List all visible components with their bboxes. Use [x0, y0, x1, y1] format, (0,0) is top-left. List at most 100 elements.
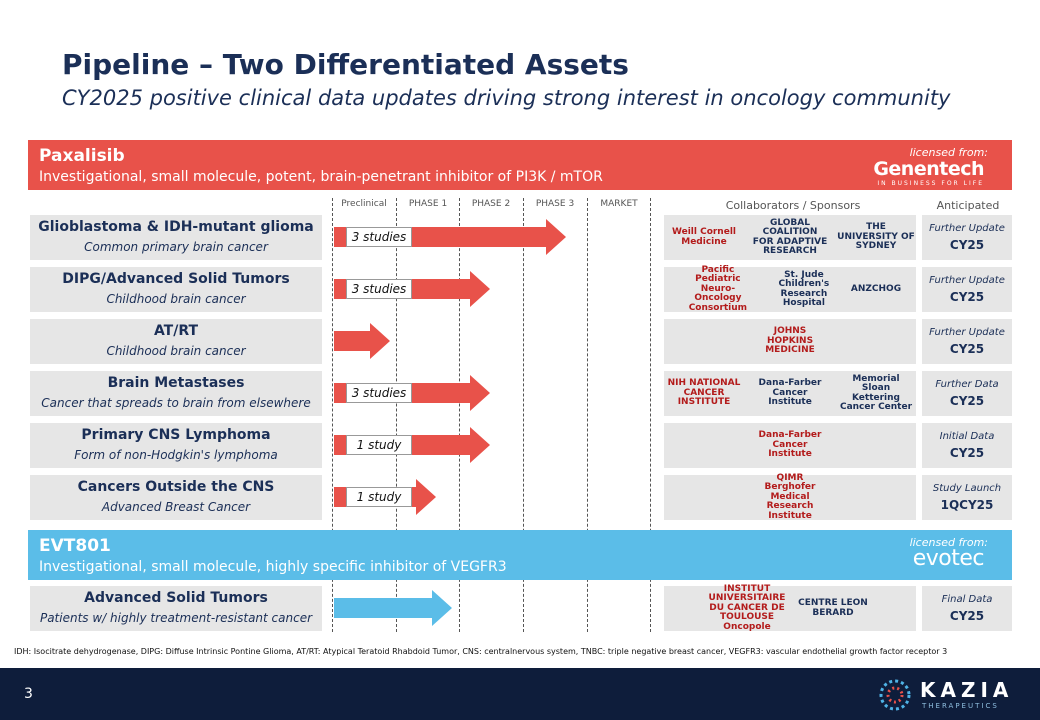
- phase-divider: [587, 198, 588, 632]
- indication-name: Cancers Outside the CNS: [77, 479, 275, 495]
- indication-subtitle: Childhood brain cancer: [106, 344, 246, 358]
- indication-subtitle: Form of non-Hodgkin's lymphoma: [74, 448, 278, 462]
- anticipated: Further Data CY25: [922, 371, 1012, 416]
- indication-name: Advanced Solid Tumors: [84, 590, 268, 606]
- anticipated-date: CY25: [949, 446, 985, 461]
- collaborator: ANZCHOG: [850, 283, 902, 294]
- indication: Glioblastoma & IDH-mutant glioma Common p…: [30, 215, 322, 260]
- collaborator: Pacific Pediatric Neuro-Oncology Consort…: [688, 264, 748, 313]
- footer: 3 KAZIA THERAPEUTICS: [0, 668, 1040, 720]
- subtitle: CY2025 positive clinical data updates dr…: [62, 86, 951, 110]
- studies-label: 1 study: [346, 487, 412, 507]
- collaborator: JOHNS HOPKINS MEDICINE: [765, 326, 815, 356]
- page-number: 3: [24, 686, 33, 702]
- licensor: evotec: [912, 546, 985, 571]
- phase-header: PHASE 1: [408, 199, 448, 209]
- collaborator: GLOBAL COALITION FOR ADAPTIVE RESEARCH: [752, 217, 828, 256]
- phase-divider: [459, 198, 460, 632]
- anticipated: Study Launch 1QCY25: [922, 475, 1012, 520]
- phase-divider: [332, 198, 333, 632]
- anticipated-label: Further Update: [929, 222, 1005, 234]
- collaborators: INSTITUT UNIVERSITAIRE DU CANCER DE TOUL…: [664, 583, 916, 632]
- indication-name: Brain Metastases: [107, 375, 245, 391]
- collaborator: CENTRE LEON BERARD: [798, 598, 868, 618]
- anticipated: Further Update CY25: [922, 215, 1012, 260]
- studies-label: 3 studies: [346, 383, 412, 403]
- indication: AT/RT Childhood brain cancer: [30, 319, 322, 364]
- asset-name: EVT801: [39, 536, 111, 556]
- anticipated-date: CY25: [949, 394, 985, 409]
- indication-name: AT/RT: [153, 323, 199, 339]
- collaborator: Dana-Farber Cancer Institute: [758, 378, 822, 408]
- licensed-label: licensed from:: [909, 536, 988, 549]
- anticipated-label: Further Update: [929, 274, 1005, 286]
- anticipated: Final Data CY25: [922, 586, 1012, 631]
- studies-label: 3 studies: [346, 279, 412, 299]
- indication-name: Glioblastoma & IDH-mutant glioma: [38, 219, 314, 235]
- anticipated: Further Update CY25: [922, 319, 1012, 364]
- collaborators: NIH NATIONAL CANCER INSTITUTE Dana-Farber…: [664, 371, 916, 416]
- indication: Primary CNS Lymphoma Form of non-Hodgkin'…: [30, 423, 322, 468]
- phase-header: PHASE 2: [471, 199, 511, 209]
- studies-label: 3 studies: [346, 227, 412, 247]
- asset-description: Investigational, small molecule, highly …: [39, 559, 507, 575]
- phase-header: PHASE 3: [535, 199, 575, 209]
- company-tagline: THERAPEUTICS: [922, 702, 999, 710]
- title: Pipeline – Two Differentiated Assets: [62, 48, 629, 81]
- collaborator: Memorial Sloan Kettering Cancer Center: [839, 373, 913, 412]
- anticipated-label: Final Data: [941, 593, 993, 605]
- company-name: KAZIA: [920, 678, 1014, 702]
- collaborator: QIMR Berghofer Medical Research Institut…: [764, 472, 816, 521]
- asset-bar: Paxalisib Investigational, small molecule…: [28, 140, 1012, 190]
- asset-bar: EVT801 Investigational, small molecule, h…: [28, 530, 1012, 580]
- phase-header: MARKET: [600, 199, 638, 209]
- footnote: IDH: Isocitrate dehydrogenase, DIPG: Dif…: [14, 647, 948, 656]
- collaborator: St. Jude Children's Research Hospital: [778, 269, 830, 308]
- anticipated-header: Anticipated: [936, 199, 1000, 212]
- phase-divider: [650, 198, 651, 632]
- collaborators: Weill Cornell Medicine GLOBAL COALITION F…: [664, 215, 916, 260]
- anticipated-label: Further Update: [929, 326, 1005, 338]
- phase-divider: [396, 198, 397, 632]
- indication-name: Primary CNS Lymphoma: [81, 427, 271, 443]
- collaborator: THE UNIVERSITY OF SYDNEY: [837, 222, 915, 252]
- anticipated-date: CY25: [949, 238, 985, 253]
- asset-description: Investigational, small molecule, potent,…: [39, 169, 603, 185]
- logo-mark: [879, 679, 911, 711]
- indication: Advanced Solid Tumors Patients w/ highly …: [30, 586, 322, 631]
- anticipated-date: CY25: [949, 609, 985, 624]
- indication: Brain Metastases Cancer that spreads to b…: [30, 371, 322, 416]
- phase-divider: [523, 198, 524, 632]
- anticipated: Further Update CY25: [922, 267, 1012, 312]
- collaborators: Dana-Farber Cancer Institute: [664, 423, 916, 468]
- phase-header: Preclinical: [341, 199, 387, 209]
- anticipated-date: CY25: [949, 342, 985, 357]
- indication-name: DIPG/Advanced Solid Tumors: [62, 271, 290, 287]
- collaborators: JOHNS HOPKINS MEDICINE: [664, 319, 916, 364]
- collaborators-header: Collaborators / Sponsors: [725, 199, 861, 212]
- collaborators: Pacific Pediatric Neuro-Oncology Consort…: [664, 264, 916, 313]
- collaborator: Dana-Farber Cancer Institute: [758, 430, 822, 460]
- collaborators: QIMR Berghofer Medical Research Institut…: [664, 472, 916, 521]
- anticipated-label: Initial Data: [939, 430, 995, 442]
- studies-label: 1 study: [346, 435, 412, 455]
- indication-subtitle: Common primary brain cancer: [84, 240, 268, 254]
- phase-arrow: [334, 590, 452, 626]
- anticipated-label: Further Data: [935, 378, 999, 390]
- licensor: Genentech: [873, 158, 984, 180]
- indication-subtitle: Patients w/ highly treatment-resistant c…: [39, 611, 313, 625]
- collaborator: NIH NATIONAL CANCER INSTITUTE: [667, 378, 741, 408]
- phase-arrow: [334, 323, 390, 359]
- licensor-tagline: IN BUSINESS FOR LIFE: [877, 180, 984, 187]
- anticipated: Initial Data CY25: [922, 423, 1012, 468]
- indication-subtitle: Childhood brain cancer: [106, 292, 246, 306]
- collaborator: Weill Cornell Medicine: [671, 227, 736, 247]
- indication-subtitle: Cancer that spreads to brain from elsewh…: [41, 396, 311, 410]
- collaborator: INSTITUT UNIVERSITAIRE DU CANCER DE TOUL…: [708, 583, 786, 632]
- licensed-label: licensed from:: [909, 146, 988, 159]
- anticipated-label: Study Launch: [932, 482, 1002, 494]
- indication: DIPG/Advanced Solid Tumors Childhood brai…: [30, 267, 322, 312]
- anticipated-date: 1QCY25: [940, 498, 994, 513]
- indication-subtitle: Advanced Breast Cancer: [101, 500, 251, 514]
